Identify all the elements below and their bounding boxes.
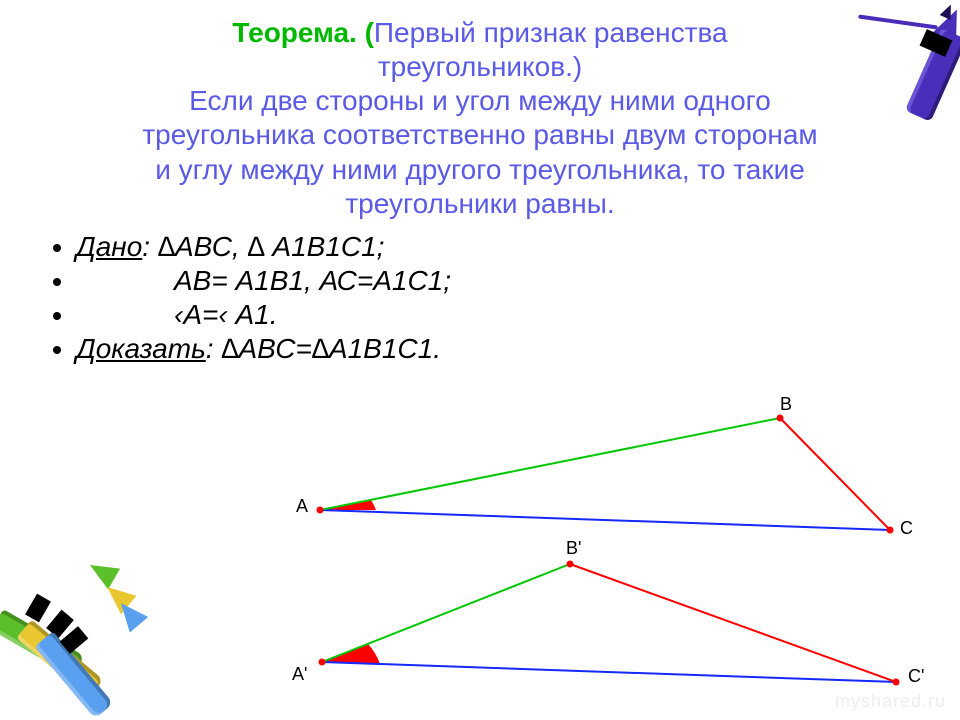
vertex-c1-dot [893,679,900,686]
angle-text: ‹А=‹ А1. [174,299,277,331]
decor-crayon-purple [878,10,960,140]
dano-label: Дано [76,231,142,262]
sides-text: АВ= А1В1, АС=А1С1; [174,265,451,297]
label-c1: C' [908,666,924,687]
crayon-green-band [25,594,51,623]
prove-text: : ∆АВС=∆А1В1С1. [206,333,441,364]
title-block: Теорема. (Первый признак равенства треуг… [40,16,920,221]
bullet-dano: Дано: ∆АВС, ∆ А1В1С1; [76,231,920,263]
title-body-4: треугольники равны. [40,187,920,221]
bullet-angle: ‹А=‹ А1. [76,299,920,331]
title-blue-1: Первый признак равенства [374,17,728,48]
slide-root: Теорема. (Первый признак равенства треуг… [0,0,960,720]
label-b1: B' [566,538,581,559]
label-a1: A' [292,664,307,685]
vertex-b1-dot [567,561,574,568]
title-green-prefix: Теорема. ( [232,17,374,48]
bullet-prove: Доказать: ∆АВС=∆А1В1С1. [76,333,920,365]
side-a1c1 [322,662,896,682]
given-list: Дано: ∆АВС, ∆ А1В1С1; АВ= А1В1, АС=А1С1;… [76,231,920,365]
title-body-3: и углу между ними другого треугольника, … [40,153,920,187]
dano-text: : ∆АВС, ∆ А1В1С1; [142,231,384,262]
angle-marker-a1 [322,644,380,664]
triangle-a1b1c1 [260,410,940,710]
side-a1b1 [322,564,570,662]
bullet-sides: АВ= А1В1, АС=А1С1; [76,265,920,297]
decor-crayons-group [20,538,190,708]
figure-area: A B C A' B' C' [260,410,940,710]
title-body-1: Если две стороны и угол между ними одног… [40,84,920,118]
prove-label: Доказать [76,333,206,364]
title-line-1: Теорема. (Первый признак равенства [40,16,920,50]
watermark: myshared.ru [835,691,946,712]
title-blue-2: треугольников.) [40,50,920,84]
side-b1c1 [570,564,896,682]
vertex-a1-dot [319,659,326,666]
title-body-2: треугольника соответственно равны двум с… [40,118,920,152]
